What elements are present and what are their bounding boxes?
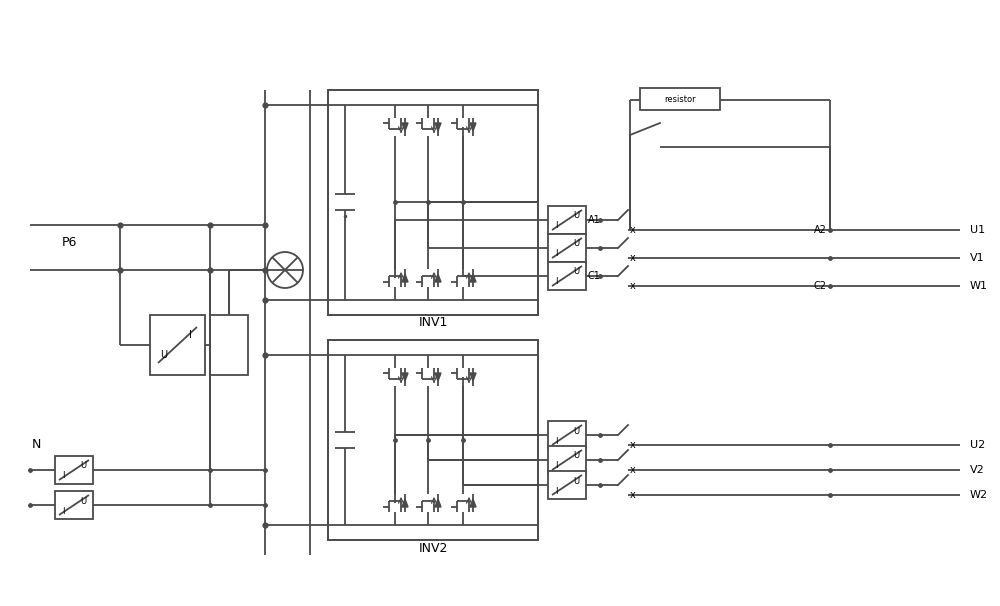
Bar <box>548 471 586 499</box>
Text: U: U <box>80 496 86 505</box>
Text: P6: P6 <box>62 236 77 250</box>
Bar <box>548 421 586 449</box>
Text: C2: C2 <box>814 281 826 291</box>
Text: x: x <box>630 253 636 263</box>
Bar <box>55 456 93 484</box>
Polygon shape <box>470 123 476 131</box>
Text: INV2: INV2 <box>418 542 448 554</box>
Bar <box>328 90 538 315</box>
Text: U: U <box>573 427 579 436</box>
Bar <box>55 491 93 519</box>
Text: N: N <box>32 439 41 451</box>
Text: V1: V1 <box>970 253 985 263</box>
Bar <box>328 340 538 540</box>
Polygon shape <box>402 499 408 507</box>
Text: U: U <box>573 239 579 248</box>
Bar <box>640 88 720 110</box>
Bar <box>210 315 248 375</box>
Text: x: x <box>630 225 636 235</box>
Text: I: I <box>555 250 557 259</box>
Bar <box>150 315 205 375</box>
Polygon shape <box>470 373 476 381</box>
Text: U: U <box>573 451 579 461</box>
Polygon shape <box>402 274 408 282</box>
Text: I: I <box>555 462 557 470</box>
Text: INV1: INV1 <box>418 316 448 330</box>
Text: I: I <box>62 507 64 516</box>
Text: U1: U1 <box>970 225 985 235</box>
Text: I: I <box>555 487 557 496</box>
Bar <box>548 446 586 474</box>
Text: I: I <box>62 471 64 481</box>
Bar <box>548 206 586 234</box>
Text: U: U <box>160 350 168 360</box>
Text: U: U <box>573 211 579 221</box>
Text: W1: W1 <box>970 281 988 291</box>
Text: I: I <box>555 222 557 230</box>
Polygon shape <box>402 373 408 381</box>
Text: I: I <box>555 278 557 287</box>
Text: V2: V2 <box>970 465 985 475</box>
Polygon shape <box>470 274 476 282</box>
Text: C1: C1 <box>588 271 600 281</box>
Text: I: I <box>189 330 191 340</box>
Text: x: x <box>630 465 636 475</box>
Text: U2: U2 <box>970 440 985 450</box>
Polygon shape <box>470 499 476 507</box>
Bar <box>548 262 586 290</box>
Text: x: x <box>630 440 636 450</box>
Text: x: x <box>630 281 636 291</box>
Text: W2: W2 <box>970 490 988 500</box>
Text: A1: A1 <box>588 215 600 225</box>
Polygon shape <box>435 373 441 381</box>
Text: U: U <box>573 476 579 485</box>
Text: I: I <box>555 436 557 445</box>
Polygon shape <box>435 123 441 131</box>
Text: U: U <box>573 267 579 276</box>
Text: U: U <box>80 462 86 470</box>
Polygon shape <box>435 499 441 507</box>
Polygon shape <box>435 274 441 282</box>
Text: resistor: resistor <box>664 96 696 104</box>
Text: x: x <box>630 490 636 500</box>
Text: A2: A2 <box>814 225 826 235</box>
Bar <box>548 234 586 262</box>
Polygon shape <box>402 123 408 131</box>
